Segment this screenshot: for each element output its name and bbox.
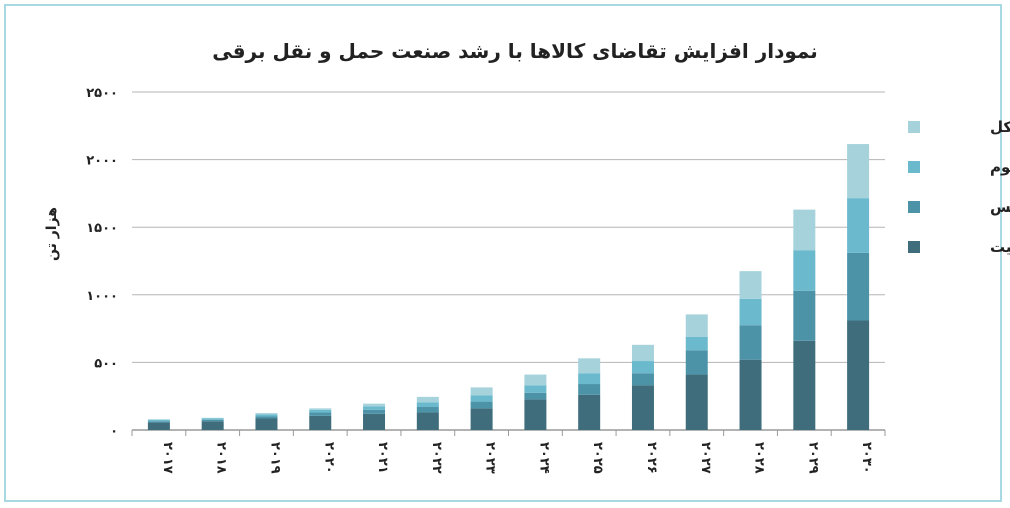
legend: نیکل آلومینیوم مس گرافیت — [908, 118, 1010, 256]
y-tick-label: ۲۰۰۰ — [86, 154, 118, 169]
x-tick-label: ۲۰۲۶ — [644, 442, 659, 474]
legend-label: گرافیت — [990, 238, 1010, 256]
y-axis-label: هزار تن — [44, 207, 60, 261]
x-tick-label: ۲۰۳۰ — [859, 442, 874, 474]
x-tick-label: ۲۰۲۸ — [752, 442, 767, 474]
bar-segment — [685, 336, 708, 351]
bar-segment — [147, 422, 170, 430]
bar-segment — [793, 209, 816, 251]
x-tick-label: ۲۰۱۸ — [214, 442, 229, 474]
x-tick-label: ۲۰۲۰ — [321, 442, 336, 474]
legend-label: نیکل — [990, 118, 1010, 136]
bar-segment — [470, 408, 493, 430]
y-tick-label: ۱۰۰۰ — [86, 289, 118, 304]
bar-segment — [685, 374, 708, 430]
bar-segment — [363, 403, 386, 407]
bar-segment — [847, 198, 870, 253]
bar-segment — [416, 402, 439, 408]
bar-segment — [793, 340, 816, 430]
bar-segment — [578, 373, 601, 385]
bar-segment — [201, 419, 224, 422]
bar-segment — [739, 359, 762, 430]
bar-segment — [470, 395, 493, 402]
x-tick-label: ۲۰۲۱ — [375, 442, 390, 474]
bars — [147, 144, 870, 430]
bar-segment — [739, 271, 762, 299]
x-tick-label: ۲۰۲۲ — [429, 442, 444, 474]
x-tick-label: ۲۰۲۳ — [483, 442, 498, 474]
chart-title: نمودار افزایش تقاضای کالاها با رشد صنعت … — [212, 39, 818, 63]
bar-segment — [524, 399, 547, 430]
bar-segment — [416, 407, 439, 413]
bar-segment — [631, 344, 654, 362]
bar-segment — [201, 418, 224, 420]
gridlines — [132, 91, 885, 431]
bar-segment — [147, 419, 170, 420]
x-tick-label: ۲۰۲۴ — [536, 442, 551, 474]
legend-label: آلومینیوم — [990, 158, 1010, 176]
bar-segment — [847, 144, 870, 199]
bar-segment — [470, 387, 493, 396]
y-tick-label: ۲۵۰۰ — [86, 86, 118, 101]
legend-swatch — [908, 161, 920, 173]
bar-segment — [793, 250, 816, 291]
legend-swatch — [908, 201, 920, 213]
y-tick-label: ۰ — [110, 424, 118, 439]
bar-segment — [416, 396, 439, 403]
bar-segment — [524, 385, 547, 393]
bar-segment — [685, 350, 708, 375]
bar-segment — [524, 392, 547, 400]
x-tick-labels: ۲۰۱۷ ۲۰۱۸ ۲۰۱۹ ۲۰۲۰ ۲۰۲۱ ۲۰۲۲ ۲۰۲۳ ۲۰۲۴ ۲۰۲۵ ۲۰۲۶… — [131, 430, 886, 474]
bar-segment — [470, 401, 493, 409]
bar-segment — [363, 413, 386, 430]
bar-segment — [309, 409, 332, 413]
y-tick-label: ۵۰۰ — [94, 356, 118, 371]
bar-segment — [201, 417, 224, 419]
bar-segment — [309, 415, 332, 430]
bar-segment — [255, 416, 278, 419]
bar-segment — [524, 374, 547, 386]
bar-segment — [578, 384, 601, 395]
bar-segment — [147, 419, 170, 422]
bar-segment — [578, 394, 601, 430]
bar-segment — [578, 358, 601, 374]
bar-segment — [363, 406, 386, 410]
x-tick-label: ۲۰۱۷ — [160, 442, 175, 474]
x-tick-label: ۲۰۲۷ — [698, 442, 713, 474]
bar-segment — [309, 412, 332, 416]
legend-swatch — [908, 241, 920, 253]
bar-segment — [201, 421, 224, 430]
bar-segment — [685, 314, 708, 337]
bar-segment — [363, 409, 386, 414]
x-tick-label: ۲۰۱۹ — [267, 442, 282, 474]
bar-segment — [255, 414, 278, 417]
chart-frame — [4, 4, 1002, 502]
legend-swatch — [908, 121, 920, 133]
bar-segment — [147, 421, 170, 423]
y-tick-label: ۱۵۰۰ — [86, 221, 118, 236]
bar-segment — [255, 418, 278, 430]
bar-segment — [739, 298, 762, 326]
bar-segment — [793, 290, 816, 341]
bar-segment — [739, 325, 762, 360]
x-tick-label: ۲۰۲۵ — [590, 442, 605, 474]
bar-segment — [631, 385, 654, 430]
bar-segment — [847, 252, 870, 321]
bar-segment — [847, 320, 870, 430]
bar-segment — [631, 373, 654, 386]
bar-segment — [631, 361, 654, 374]
x-tick-label: ۲۰۲۹ — [805, 442, 820, 474]
legend-label: مس — [990, 198, 1010, 216]
y-tick-labels: ۰ ۵۰۰ ۱۰۰۰ ۱۵۰۰ ۲۰۰۰ ۲۵۰۰ — [86, 86, 118, 439]
bar-segment — [416, 412, 439, 430]
bar-segment — [255, 413, 278, 415]
bar-segment — [309, 408, 332, 410]
